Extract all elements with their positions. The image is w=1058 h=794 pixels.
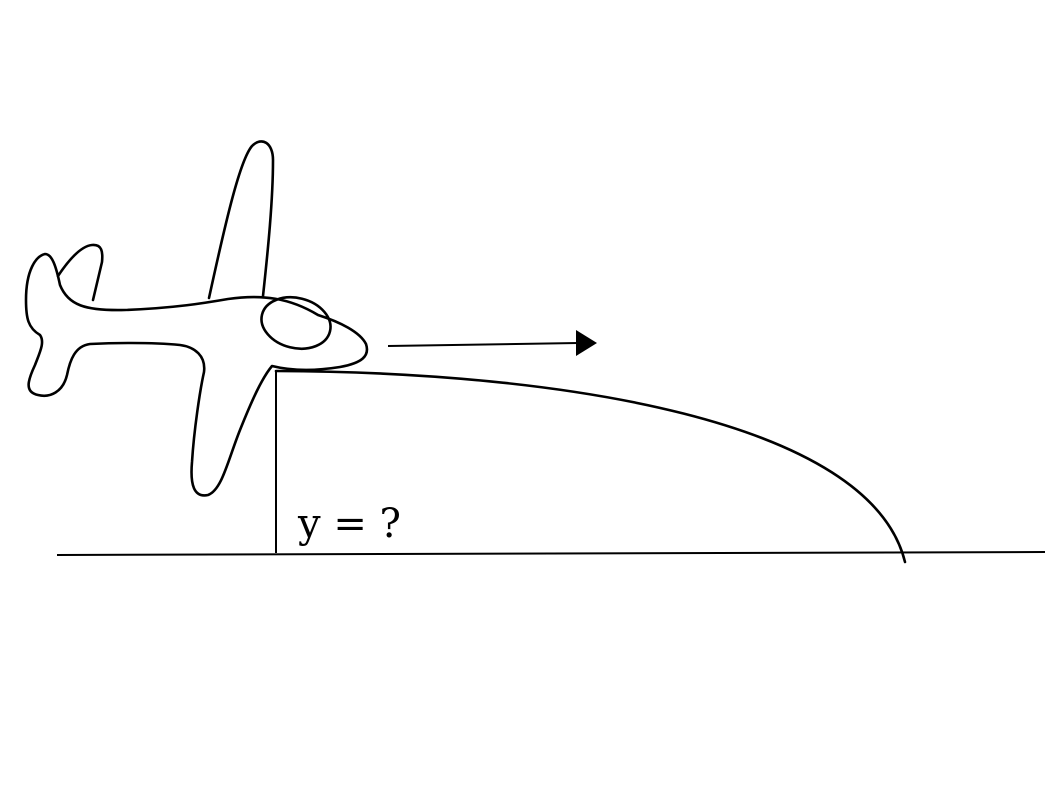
fuselage	[24, 252, 369, 497]
height-label: y = ?	[297, 501, 401, 547]
ground-line	[56, 551, 1046, 556]
velocity-arrow	[387, 330, 597, 356]
upper-wing	[207, 140, 275, 300]
trajectory-curve	[274, 369, 907, 564]
arrow-head-icon	[576, 330, 597, 356]
tail-fin	[56, 243, 104, 302]
airplane-icon	[24, 140, 369, 497]
cockpit-canopy	[260, 296, 332, 350]
